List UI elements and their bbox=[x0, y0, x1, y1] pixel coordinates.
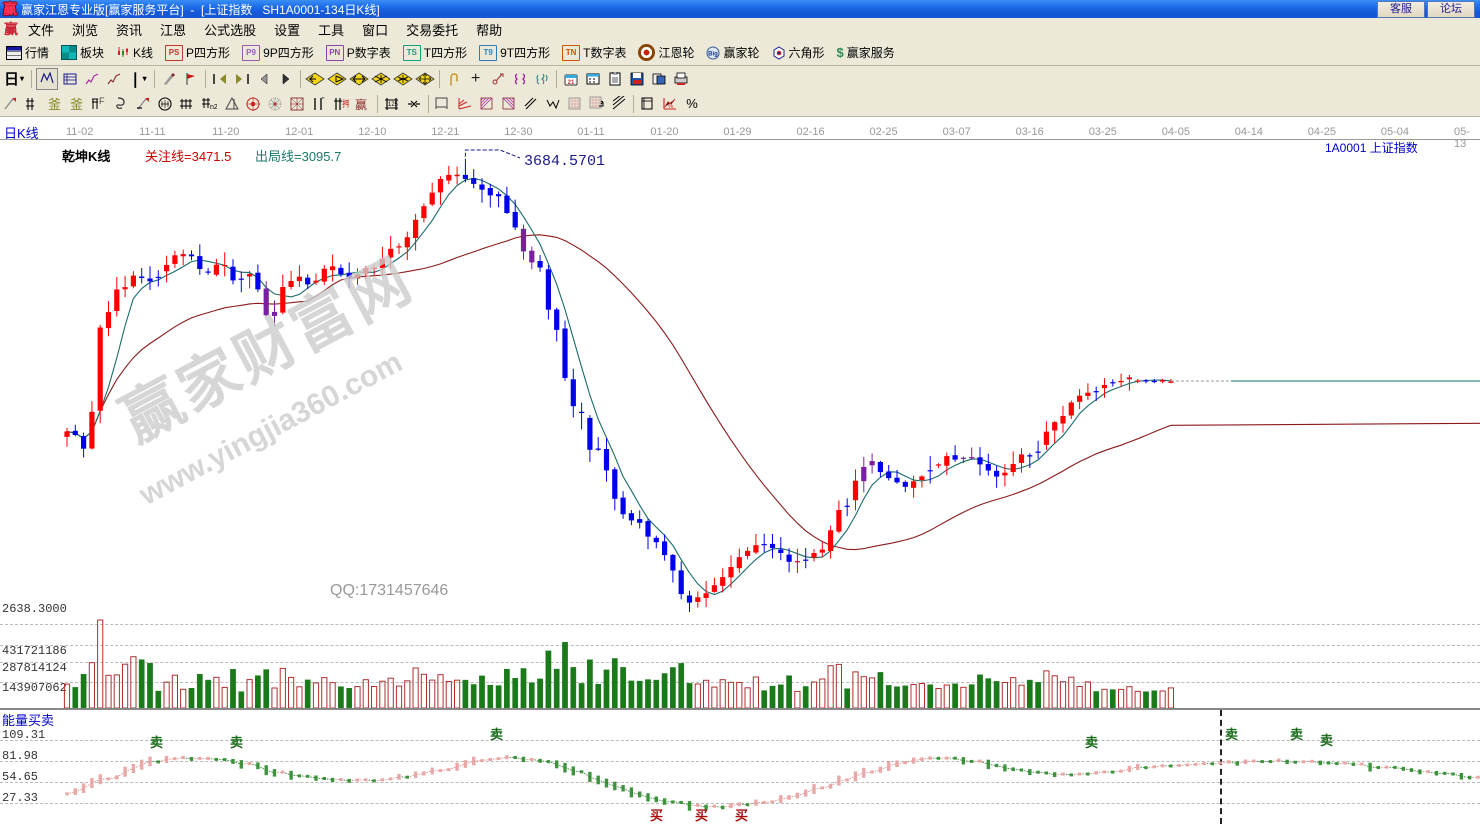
svg-text:F: F bbox=[99, 96, 105, 106]
svg-text:釜: 釜 bbox=[70, 97, 83, 112]
svg-text:釜: 釜 bbox=[48, 97, 61, 112]
svg-text:n2: n2 bbox=[210, 104, 217, 111]
svg-text:21: 21 bbox=[567, 80, 574, 86]
svg-text:Big: Big bbox=[709, 51, 719, 57]
svg-text:": " bbox=[322, 97, 325, 104]
svg-text:%: % bbox=[668, 104, 674, 110]
svg-text:赢: 赢 bbox=[355, 97, 367, 112]
svg-text:125: 125 bbox=[388, 102, 399, 108]
svg-text:押: 押 bbox=[342, 98, 349, 109]
